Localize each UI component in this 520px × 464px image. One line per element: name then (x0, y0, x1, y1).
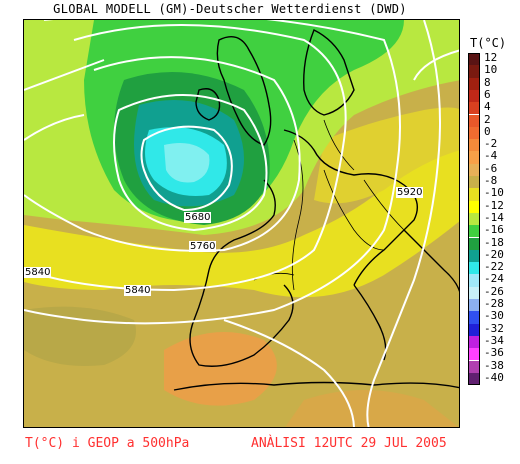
legend-swatch (468, 237, 480, 250)
isoline-5920 (24, 20, 401, 325)
legend-swatch (468, 274, 480, 287)
legend-swatch (468, 212, 480, 226)
legend-label: -6 (484, 161, 498, 175)
legend-swatch (468, 360, 480, 373)
legend-label: -8 (484, 174, 498, 187)
legend-label: -30 (484, 309, 504, 323)
legend-label: 6 (484, 87, 491, 101)
legend-label: -32 (484, 321, 504, 335)
legend-label: 12 (484, 51, 498, 64)
legend-label: -24 (484, 272, 504, 286)
isoline-label: 5840 (124, 285, 152, 296)
legend-swatch (468, 200, 480, 213)
legend-label: -28 (484, 297, 504, 310)
geopotential-isolines (24, 20, 459, 427)
isoline-label: 5680 (184, 212, 212, 223)
coast-balkans (403, 229, 459, 292)
field-yellow-band (24, 130, 459, 298)
isoline-5840 (24, 24, 347, 292)
legend-label: -36 (484, 346, 504, 360)
isoline-w1 (24, 114, 85, 141)
isoline-east (366, 20, 441, 427)
legend-swatch (468, 126, 480, 140)
footer-analysis-time: ANÀLISI 12UTC 29 JUL 2005 (251, 436, 447, 451)
legend-label: -16 (484, 223, 504, 237)
legend-swatch (468, 176, 480, 189)
legend-swatch (468, 65, 480, 78)
legend-title: T(°C) (470, 36, 507, 50)
field-cyan-core (164, 142, 210, 183)
temperature-field (24, 20, 459, 427)
legend-label: -20 (484, 247, 504, 261)
warm-patch-africa (285, 390, 459, 427)
field-west (24, 306, 136, 366)
legend-swatch (468, 372, 480, 386)
map-title: GLOBAL MODELL (GM)-Deutscher Wetterdiens… (53, 2, 407, 16)
legend-swatch (468, 286, 480, 299)
legend-label: -4 (484, 149, 498, 163)
warm-patch-iberia (164, 332, 277, 406)
legend-swatch (468, 77, 480, 90)
isoline-label: 5920 (396, 187, 424, 198)
isoline-5760 (24, 56, 301, 252)
legend-swatch (468, 323, 480, 336)
isoline-nw (24, 59, 105, 91)
legend-label: -22 (484, 260, 504, 274)
legend-label: -12 (484, 198, 504, 212)
legend-swatch (468, 249, 480, 263)
legend-label: -38 (484, 358, 504, 372)
coast-ireland (195, 88, 221, 121)
coast-france-iberia (189, 179, 294, 367)
legend-swatch (468, 335, 480, 349)
isoline-label: 5840 (24, 267, 52, 278)
legend-swatch (468, 53, 480, 66)
legend-swatch (468, 163, 480, 176)
legend-label: 2 (484, 112, 491, 126)
legend-label: -10 (484, 186, 504, 200)
legend-swatch (468, 151, 480, 164)
coast-britain (216, 36, 272, 146)
footer-variable: T(°C) i GEOP a 500hPa (25, 436, 190, 451)
legend-label: 4 (484, 100, 491, 114)
legend-label: -14 (484, 210, 504, 224)
legend-label: -18 (484, 235, 504, 249)
legend-swatch (468, 89, 480, 103)
isoline-ne (413, 49, 459, 81)
legend-swatch (468, 102, 480, 115)
legend-swatch (468, 348, 480, 361)
legend-swatch (468, 188, 480, 201)
legend-swatch (468, 311, 480, 324)
field-yellow-north (314, 107, 459, 204)
legend-label: -34 (484, 333, 504, 347)
legend-label: 0 (484, 124, 491, 138)
legend-swatch (468, 114, 480, 127)
weather-map[interactable]: 5680 5760 5840 5920 5840 (23, 19, 460, 428)
legend-swatch (468, 299, 480, 312)
isoline-inner (140, 125, 233, 212)
legend-label: 8 (484, 75, 491, 89)
legend-label: 10 (484, 63, 498, 77)
isoline-south (223, 319, 355, 427)
isoline-5680 (113, 94, 268, 232)
legend-label: -40 (484, 370, 504, 384)
coast-scandinavia (303, 29, 355, 116)
legend-swatch (468, 139, 480, 152)
legend-swatch (468, 225, 480, 238)
legend-label: -26 (484, 284, 504, 298)
coast-africa (173, 381, 459, 391)
legend-label: -2 (484, 137, 498, 151)
legend-swatch (468, 262, 480, 275)
isoline-label: 5760 (189, 241, 217, 252)
